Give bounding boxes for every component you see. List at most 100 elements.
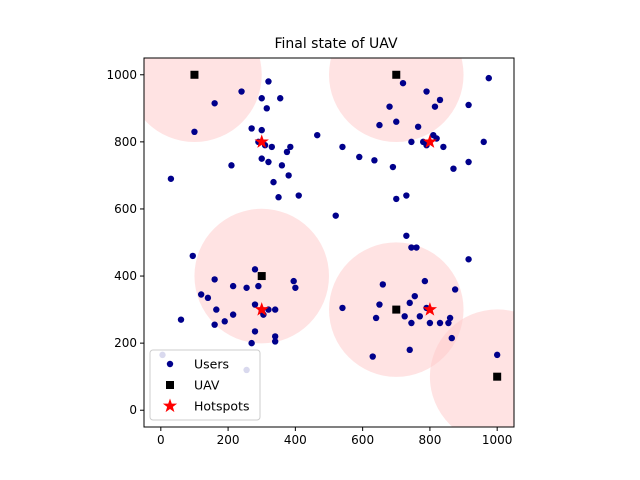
users-point xyxy=(295,192,302,199)
y-tick-label: 1000 xyxy=(106,68,137,82)
users-point xyxy=(339,304,346,312)
users-point xyxy=(167,175,175,182)
users-point xyxy=(408,244,415,251)
users-point xyxy=(403,232,410,239)
users-point xyxy=(411,292,418,300)
x-tick-label: 1000 xyxy=(482,433,513,447)
users-point xyxy=(258,126,265,134)
users-point xyxy=(258,95,265,102)
users-point xyxy=(265,78,272,85)
users-point xyxy=(271,333,279,340)
y-axis: 0 200 400 600 800 1000 xyxy=(106,68,144,417)
users-point xyxy=(238,88,245,95)
x-tick-label: 200 xyxy=(217,433,240,447)
users-point xyxy=(221,318,228,325)
uav-point xyxy=(257,272,266,281)
users-point xyxy=(414,123,422,130)
users-point xyxy=(386,103,393,110)
users-point xyxy=(393,118,400,125)
x-tick-label: 400 xyxy=(284,433,307,447)
hotspots-point xyxy=(422,134,438,148)
users-point xyxy=(445,319,452,327)
users-point xyxy=(416,313,424,320)
users-point xyxy=(258,155,265,162)
users-point xyxy=(451,286,459,293)
x-tick-label: 600 xyxy=(351,433,374,447)
users-point xyxy=(211,276,218,283)
users-point xyxy=(421,277,429,285)
users-point xyxy=(285,172,292,179)
legend: Users UAV Hotspots xyxy=(149,349,261,421)
users-point xyxy=(393,195,400,203)
hotspots-point xyxy=(254,302,269,316)
users-point xyxy=(265,158,272,166)
users-point xyxy=(332,212,339,219)
users-point xyxy=(191,128,198,135)
users-point xyxy=(465,101,472,109)
users-point xyxy=(287,143,294,151)
users-point xyxy=(270,178,277,186)
users-point xyxy=(440,143,447,151)
users-point xyxy=(379,281,387,288)
hotspots-legend-marker xyxy=(162,398,178,413)
users-point xyxy=(403,192,410,199)
users-point xyxy=(436,319,444,327)
users-point xyxy=(376,301,383,308)
users-point xyxy=(399,79,407,87)
y-tick-label: 0 xyxy=(129,403,137,417)
users-point xyxy=(450,165,457,172)
users-point xyxy=(263,105,270,112)
coverage-circle xyxy=(144,58,262,143)
users-point xyxy=(339,143,346,151)
chart-title: Final state of UAV xyxy=(274,36,398,52)
uav-point xyxy=(392,70,401,79)
y-tick-label: 600 xyxy=(114,202,137,216)
uav-point xyxy=(392,305,401,314)
users-point xyxy=(465,158,472,166)
users-point xyxy=(371,157,378,164)
data-points xyxy=(159,70,502,381)
hotspots-point xyxy=(254,134,269,148)
users-point xyxy=(389,163,397,171)
users-point xyxy=(480,138,487,146)
users-point xyxy=(426,319,434,327)
users-point xyxy=(369,353,376,360)
users-point xyxy=(204,294,212,302)
users-point xyxy=(213,306,220,313)
users-point xyxy=(189,252,196,260)
users-point xyxy=(177,316,185,323)
users-point xyxy=(406,299,413,307)
legend-box xyxy=(149,349,261,421)
legend-label: Hotspots xyxy=(194,399,249,414)
users-point xyxy=(271,338,279,345)
users-point xyxy=(243,284,250,291)
users-point xyxy=(423,88,430,95)
users-point xyxy=(314,131,321,139)
users-point xyxy=(248,125,255,132)
y-tick-label: 200 xyxy=(114,336,137,350)
users-point xyxy=(277,95,284,102)
users-point xyxy=(255,282,262,290)
users-point xyxy=(372,314,380,322)
users-point xyxy=(197,291,205,298)
users-legend-marker xyxy=(166,360,174,368)
x-tick-label: 0 xyxy=(157,433,165,447)
users-point xyxy=(271,306,279,313)
users-point xyxy=(211,321,218,328)
users-point xyxy=(275,194,282,201)
users-point xyxy=(406,346,413,354)
users-point xyxy=(431,103,439,110)
users-point xyxy=(292,284,299,291)
users-point xyxy=(408,138,415,146)
y-tick-label: 800 xyxy=(114,135,137,149)
users-point xyxy=(268,143,276,151)
users-point xyxy=(283,148,291,156)
users-point xyxy=(251,301,259,308)
uav-point xyxy=(190,70,199,79)
users-point xyxy=(229,311,237,318)
users-point xyxy=(211,100,218,107)
users-point xyxy=(278,162,286,169)
users-point xyxy=(251,266,259,273)
hotspots-point xyxy=(422,302,438,316)
